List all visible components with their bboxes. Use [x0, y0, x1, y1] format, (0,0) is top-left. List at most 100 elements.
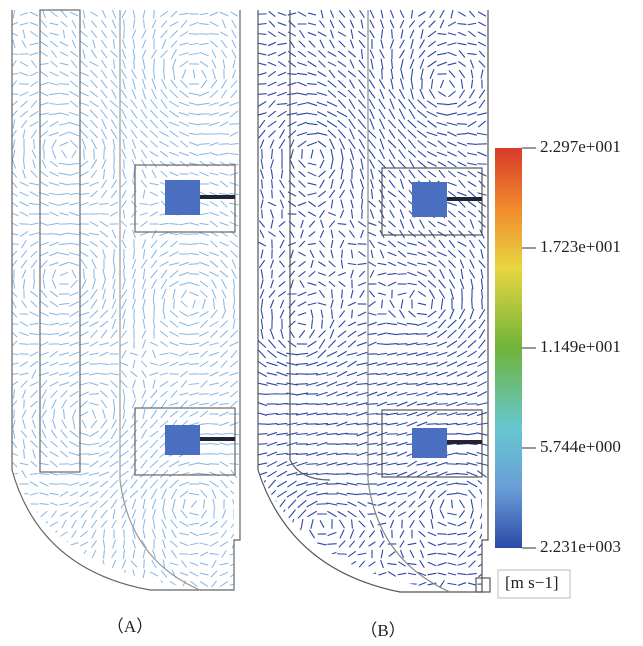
- vector: [437, 52, 447, 56]
- vector: [426, 150, 438, 158]
- vector: [71, 409, 77, 419]
- vector: [376, 362, 388, 366]
- vector: [399, 19, 405, 29]
- vector: [336, 413, 348, 415]
- vector: [101, 298, 107, 310]
- vector: [132, 389, 136, 399]
- vector: [229, 480, 239, 488]
- vector: [288, 580, 296, 588]
- vector: [39, 481, 49, 487]
- vector: [110, 570, 118, 578]
- vector: [457, 141, 467, 147]
- vector: [457, 541, 467, 547]
- vector: [82, 49, 86, 59]
- vector: [89, 240, 99, 248]
- vector: [39, 62, 49, 66]
- vector: [379, 540, 385, 548]
- vector: [69, 310, 79, 318]
- vector: [306, 93, 318, 95]
- vector: [409, 219, 415, 229]
- vector: [389, 10, 395, 19]
- vector: [417, 481, 427, 487]
- vector: [347, 262, 357, 266]
- vector: [150, 580, 158, 588]
- vector: [208, 382, 220, 386]
- vector: [447, 51, 457, 57]
- vector: [49, 440, 59, 448]
- vector: [258, 33, 267, 35]
- vector: [159, 372, 169, 376]
- vector: [199, 33, 209, 35]
- vector: [448, 80, 456, 88]
- vector: [122, 398, 126, 410]
- vector: [478, 319, 486, 329]
- vector: [258, 452, 268, 456]
- vector: [29, 22, 39, 26]
- vector: [439, 509, 445, 519]
- vector: [230, 520, 238, 528]
- vector: [19, 181, 29, 187]
- vector: [229, 193, 239, 195]
- vector: [58, 182, 70, 186]
- vector: [179, 490, 189, 498]
- vector: [469, 59, 475, 69]
- vector: [112, 59, 116, 69]
- vector: [221, 19, 227, 29]
- vector: [88, 442, 100, 446]
- vector: [123, 268, 125, 280]
- vector: [160, 269, 168, 279]
- vector: [468, 560, 476, 568]
- vector: [478, 329, 486, 339]
- vector: [426, 342, 438, 346]
- vector: [276, 452, 288, 456]
- vector: [456, 482, 468, 486]
- vector: [230, 490, 238, 498]
- vector: [100, 69, 108, 79]
- vector: [346, 401, 358, 407]
- vector: [407, 572, 417, 576]
- vector: [400, 29, 404, 39]
- vector: [267, 349, 277, 359]
- vector: [306, 472, 318, 476]
- vector: [428, 89, 436, 99]
- vector: [426, 401, 438, 407]
- vector: [276, 402, 288, 406]
- vector: [300, 229, 304, 239]
- vector: [400, 58, 404, 70]
- vector: [457, 23, 467, 25]
- vector: [337, 510, 347, 518]
- vector: [50, 50, 58, 58]
- vector: [387, 261, 397, 267]
- vector: [377, 262, 387, 266]
- vector: [298, 251, 306, 257]
- vector: [456, 422, 468, 426]
- vector: [478, 349, 486, 359]
- vector: [111, 559, 117, 569]
- vector: [399, 549, 405, 559]
- vector: [319, 250, 325, 258]
- vector: [90, 29, 98, 39]
- vector: [387, 501, 397, 507]
- vector: [219, 270, 229, 278]
- vector: [141, 169, 147, 179]
- vector: [416, 402, 428, 406]
- vector: [260, 298, 264, 310]
- vector: [376, 391, 388, 397]
- vector: [400, 299, 404, 309]
- vector: [151, 498, 157, 510]
- vector: [326, 101, 338, 107]
- vector: [298, 569, 306, 579]
- vector: [297, 322, 307, 326]
- vector: [219, 172, 229, 176]
- vector: [358, 250, 366, 258]
- vector: [286, 382, 298, 386]
- vector: [39, 251, 49, 257]
- vector: [201, 69, 207, 79]
- vector: [109, 440, 119, 448]
- vector: [141, 329, 147, 339]
- vector: [79, 541, 89, 547]
- vector: [171, 508, 177, 520]
- vector: [230, 210, 238, 218]
- vector: [129, 419, 139, 429]
- vector: [149, 341, 159, 347]
